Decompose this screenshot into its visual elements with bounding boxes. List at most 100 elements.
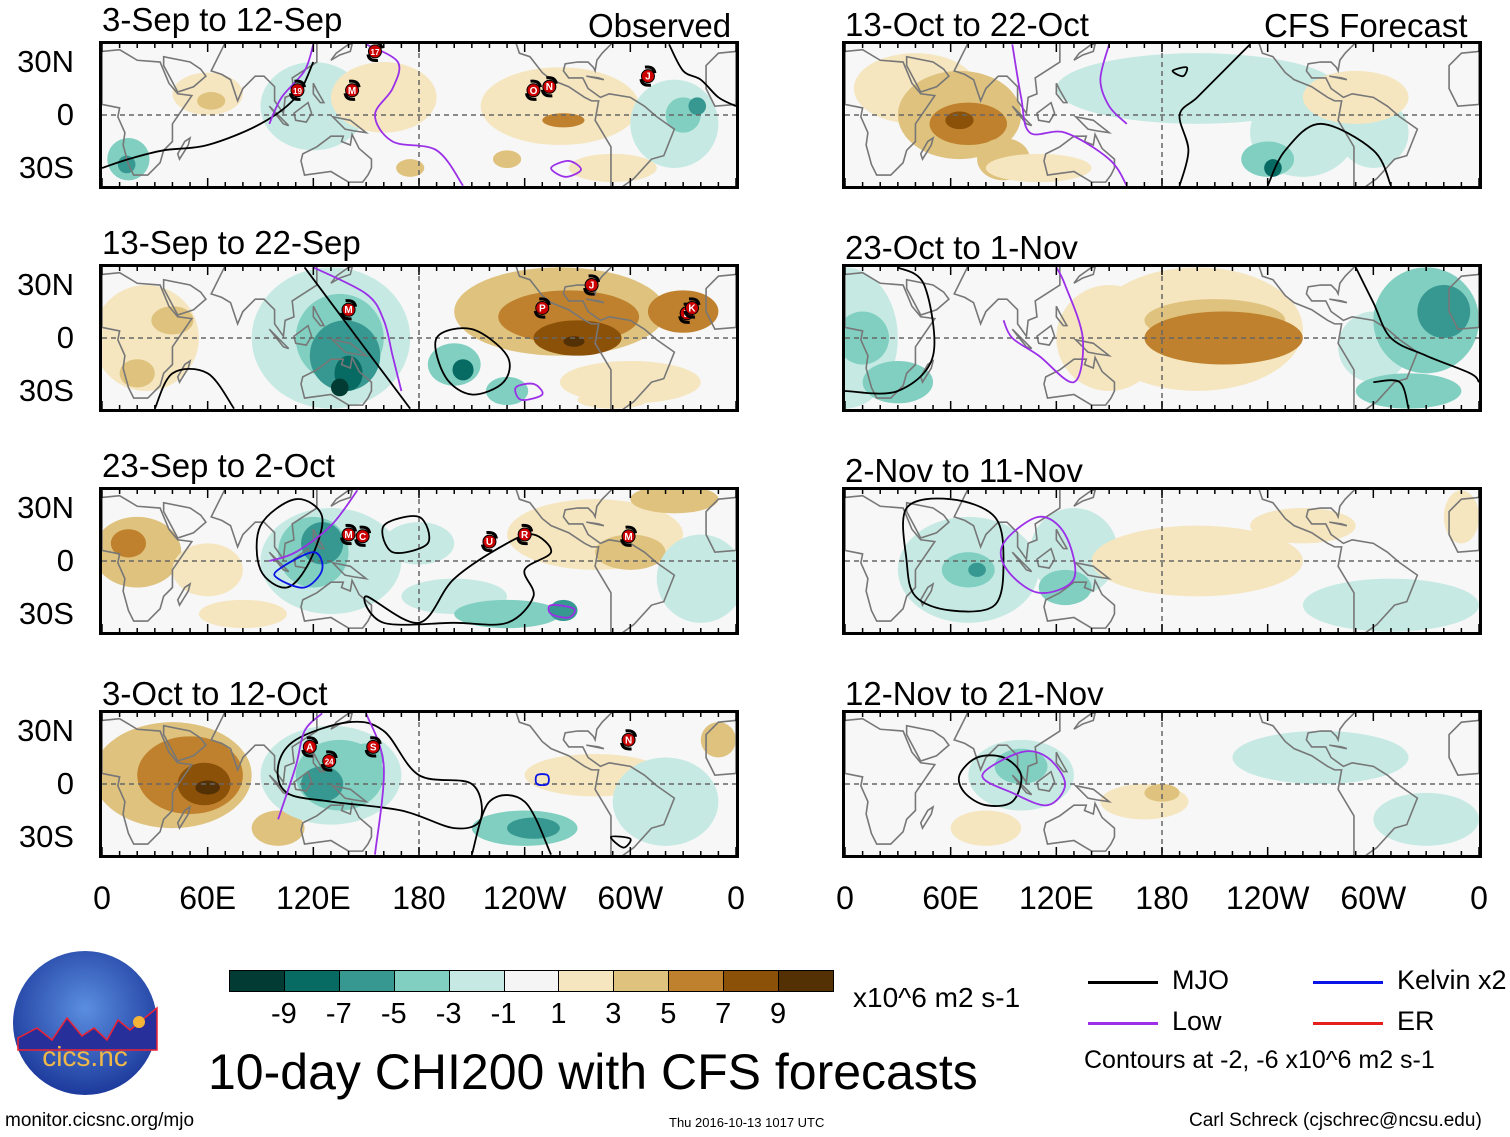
anomaly-region [251, 810, 305, 846]
coastline [330, 115, 370, 134]
colorbar-swatch [229, 970, 285, 992]
lon-tick-label: 0 [93, 880, 111, 916]
anomaly-region [1443, 490, 1479, 544]
anomaly-region [595, 534, 666, 570]
footer-url[interactable]: monitor.cicsnc.org/mjo [5, 1110, 195, 1131]
coastline [330, 44, 353, 61]
tropical-cyclone-icon: M [620, 525, 638, 547]
colorbar-label: -5 [380, 998, 407, 1030]
lat-tick-label: 0 [56, 543, 74, 578]
mjo-contour [1178, 44, 1251, 186]
lat-tick-label: 0 [56, 97, 74, 132]
coastline [1329, 75, 1348, 81]
coastline [102, 48, 194, 176]
coastline [300, 577, 373, 629]
coastline [1073, 490, 1096, 507]
tropical-cyclone-icon: A [301, 736, 319, 758]
coastline [330, 267, 353, 284]
coastline [919, 136, 935, 162]
anomaly-region [197, 92, 226, 110]
anomaly-region [688, 97, 707, 115]
tropical-cyclone-icon: M [343, 79, 361, 101]
mjo-contour [434, 327, 511, 396]
main-title: 10-day CHI200 with CFS forecasts [208, 1044, 978, 1100]
anomaly-region [612, 757, 719, 846]
legend-label: Kelvin x2 [1397, 965, 1507, 995]
coastline [586, 75, 605, 81]
storm-label: C [359, 532, 366, 543]
mjo-contour [610, 835, 632, 849]
low-contour [365, 713, 385, 855]
legend-label: ER [1397, 1006, 1435, 1036]
tropical-cyclone-icon: 24 [320, 750, 338, 772]
legend-swatch [1088, 1022, 1158, 1025]
storm-label: K [688, 303, 696, 314]
coastline [1055, 751, 1069, 773]
coastline [1073, 784, 1113, 803]
panel-title: 13-Sep to 22-Sep [102, 224, 361, 261]
low-contour [547, 604, 576, 619]
tropical-cyclone-icon: M [340, 299, 358, 321]
map-svg [845, 267, 1479, 409]
coastline [1055, 528, 1069, 550]
lon-tick-label: 180 [1135, 880, 1189, 916]
mjo-contour [276, 720, 483, 830]
coastline [102, 271, 194, 399]
coastline [515, 490, 676, 632]
panel-title: 13-Oct to 22-Oct [845, 6, 1089, 43]
coastline [1043, 354, 1116, 406]
low-contour [312, 267, 403, 392]
coastline [312, 305, 326, 327]
colorbar-label: -9 [271, 998, 297, 1030]
colorbar-label: 9 [770, 998, 787, 1030]
map-svg: 19 M 17 O N J [102, 44, 736, 186]
coastline [1073, 267, 1096, 284]
coastline [293, 770, 313, 792]
coastline [162, 55, 207, 94]
anomaly-region [480, 67, 640, 146]
map-panel [842, 487, 1482, 635]
low-contour [268, 44, 315, 125]
low-contour [365, 44, 464, 186]
colorbar-swatch [723, 970, 780, 992]
colorbar-label: 7 [715, 998, 732, 1030]
tropical-cyclone-icon: K [683, 297, 701, 319]
footer-timestamp: Thu 2016-10-13 1017 UTC [669, 1115, 825, 1130]
panel-title: 2-Nov to 11-Nov [845, 452, 1083, 489]
coastline [1073, 338, 1113, 357]
low-contour [550, 160, 582, 178]
colorbar-label: 5 [660, 998, 677, 1030]
coastline [1036, 101, 1056, 123]
low-contour [269, 490, 359, 562]
anomaly-region [563, 336, 585, 347]
coastline [905, 55, 950, 94]
storm-label: O [530, 86, 538, 97]
low-contour [1002, 267, 1084, 384]
coastline [705, 719, 736, 777]
coastline [312, 751, 326, 773]
lon-tick-label: 120W [482, 880, 567, 916]
coastline [705, 273, 736, 331]
coastline [586, 521, 605, 527]
lat-tick-label: 30S [18, 149, 74, 185]
coastline [705, 50, 736, 108]
coastline [953, 713, 1061, 785]
coastline [1043, 800, 1116, 852]
storm-label: M [348, 86, 356, 97]
mjo-contour [668, 44, 736, 107]
low-contour [981, 750, 1067, 807]
colorbar-swatch [448, 970, 505, 992]
anomaly-region [1232, 731, 1409, 784]
anomaly-region [968, 562, 986, 577]
storm-label: R [521, 530, 529, 541]
mjo-contour [957, 754, 1023, 807]
anomaly-region [172, 543, 243, 597]
lat-tick-label: 30S [18, 595, 74, 631]
coastline [1448, 50, 1479, 108]
colorbar-units: x10^6 m2 s-1 [853, 982, 1021, 1013]
legend-swatch [1088, 981, 1158, 984]
coastline [1055, 305, 1069, 327]
tropical-cyclone-icon: 17 [366, 44, 384, 63]
